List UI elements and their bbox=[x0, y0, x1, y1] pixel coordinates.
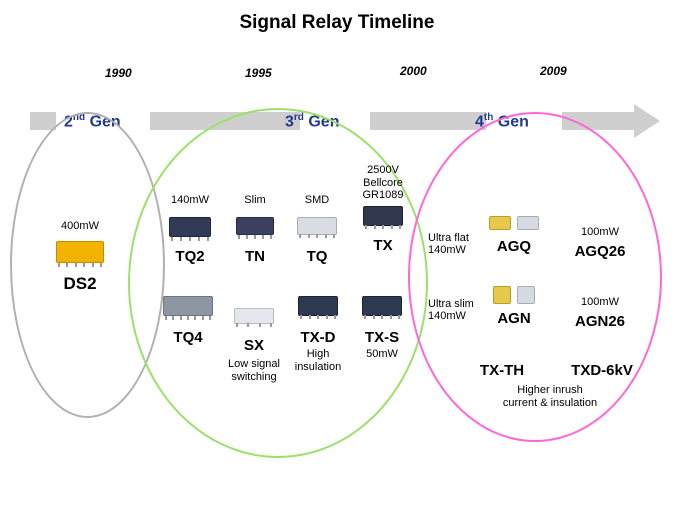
agq26-cap: 100mW bbox=[560, 226, 640, 239]
year-1990: 1990 bbox=[105, 66, 132, 80]
tq2-icon bbox=[169, 217, 211, 237]
tq4-name: TQ4 bbox=[154, 329, 222, 346]
agq26-name: AGQ26 bbox=[560, 243, 640, 260]
tq4-icon bbox=[163, 296, 213, 316]
agq-leftnote: Ultra flat 140mW bbox=[428, 232, 478, 256]
cell-agn26: 100mW AGN26 bbox=[560, 296, 640, 330]
tq-cap: SMD bbox=[288, 194, 346, 207]
cell-agq: AGQ bbox=[480, 212, 548, 255]
year-1995: 1995 bbox=[245, 66, 272, 80]
txs-sub: 50mW bbox=[352, 348, 412, 361]
agq-name: AGQ bbox=[480, 238, 548, 255]
agn26-name: AGN26 bbox=[560, 313, 640, 330]
cell-tn: Slim TN bbox=[226, 194, 284, 265]
cell-tq4: TQ4 bbox=[154, 296, 222, 346]
sx-name: SX bbox=[224, 337, 284, 354]
gen3-ellipse bbox=[128, 108, 428, 458]
cell-agn: AGN bbox=[480, 286, 548, 327]
cell-agq26: 100mW AGQ26 bbox=[560, 226, 640, 260]
ds2-name: DS2 bbox=[40, 274, 120, 294]
tn-name: TN bbox=[226, 248, 284, 265]
txd-sub: High insulation bbox=[288, 348, 348, 373]
year-2000: 2000 bbox=[400, 64, 427, 78]
gen4-bottom-note: Higher inrush current & insulation bbox=[480, 384, 620, 409]
ds2-icon bbox=[56, 241, 104, 263]
txd-icon bbox=[298, 296, 338, 316]
cell-txd: TX-D High insulation bbox=[288, 296, 348, 373]
sx-sub: Low signal switching bbox=[224, 358, 284, 383]
cell-txth: TX-TH bbox=[462, 362, 542, 379]
tn-cap: Slim bbox=[226, 194, 284, 207]
txth-name: TX-TH bbox=[462, 362, 542, 379]
tq-icon bbox=[297, 217, 337, 235]
agn-leftnote: Ultra slim 140mW bbox=[428, 298, 478, 322]
cell-txd6: TXD-6kV bbox=[552, 362, 652, 379]
agn26-cap: 100mW bbox=[560, 296, 640, 309]
agn-icon bbox=[493, 286, 535, 304]
year-2009: 2009 bbox=[540, 64, 567, 78]
page-title: Signal Relay Timeline bbox=[0, 12, 674, 34]
tx-cap: 2500V Bellcore GR1089 bbox=[350, 164, 416, 202]
tx-icon bbox=[363, 206, 403, 226]
cell-txs: TX-S 50mW bbox=[352, 296, 412, 361]
tq-name: TQ bbox=[288, 248, 346, 265]
tn-icon bbox=[236, 217, 274, 235]
ds2-cap: 400mW bbox=[40, 220, 120, 233]
txs-name: TX-S bbox=[352, 329, 412, 346]
cell-ds2: 400mW DS2 bbox=[40, 220, 120, 294]
txd6-name: TXD-6kV bbox=[552, 362, 652, 379]
txd-name: TX-D bbox=[288, 329, 348, 346]
tq2-cap: 140mW bbox=[158, 194, 222, 207]
timeline-seg-3 bbox=[370, 112, 486, 130]
timeline-arrow-icon bbox=[634, 104, 660, 138]
agq-icon bbox=[489, 212, 539, 230]
txs-icon bbox=[362, 296, 402, 316]
tq2-name: TQ2 bbox=[158, 248, 222, 265]
cell-tq: SMD TQ bbox=[288, 194, 346, 265]
cell-tx: 2500V Bellcore GR1089 TX bbox=[350, 164, 416, 254]
cell-tq2: 140mW TQ2 bbox=[158, 194, 222, 265]
sx-icon bbox=[234, 308, 274, 324]
cell-sx: SX Low signal switching bbox=[224, 308, 284, 383]
agn-name: AGN bbox=[480, 310, 548, 327]
tx-name: TX bbox=[350, 237, 416, 254]
